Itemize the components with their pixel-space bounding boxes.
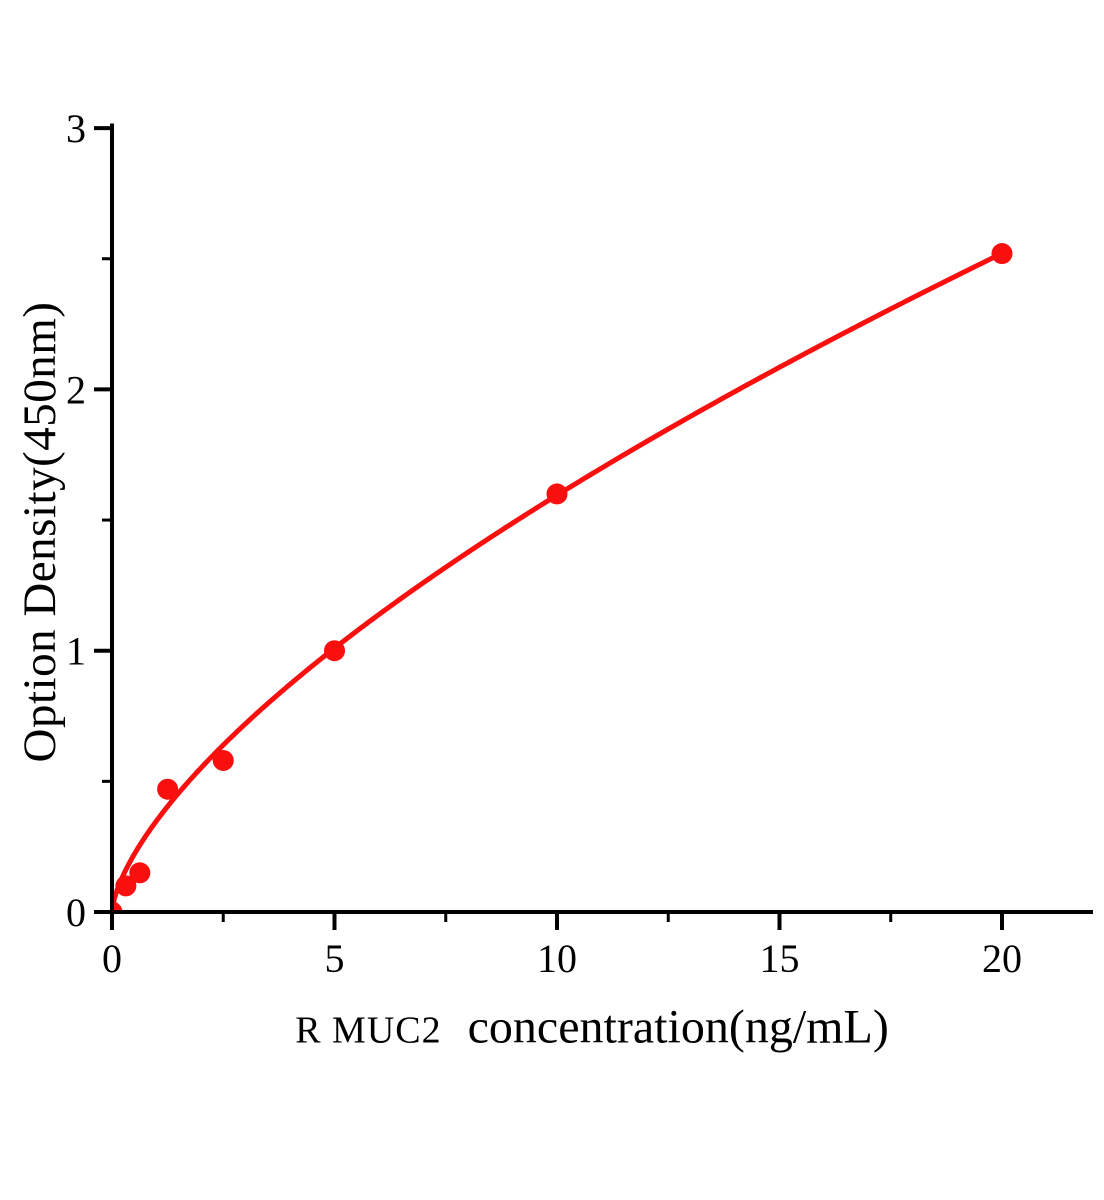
data-point (991, 243, 1013, 265)
y-tick-label: 3 (66, 106, 86, 151)
axes (94, 123, 1093, 930)
data-layer (112, 243, 1013, 912)
y-tick-label: 1 (66, 629, 86, 674)
data-point (157, 778, 179, 800)
data-point (546, 483, 568, 505)
y-tick-label: 2 (66, 367, 86, 412)
data-point (129, 862, 151, 884)
x-tick-label: 20 (982, 936, 1022, 981)
fit-curve (112, 250, 1005, 912)
data-point (212, 749, 234, 771)
y-tick-label: 0 (66, 890, 86, 935)
x-tick-label: 10 (537, 936, 577, 981)
data-point (115, 875, 137, 897)
data-point (112, 901, 123, 912)
x-tick-label: 0 (102, 936, 122, 981)
x-axis-title: R MUC2 concentration(ng/mL) (295, 1000, 889, 1055)
x-tick-label: 15 (760, 936, 800, 981)
tick-labels: 0 5 10 15 20 0 1 2 3 (66, 106, 1022, 981)
x-tick-label: 5 (325, 936, 345, 981)
x-axis-title-main: concentration(ng/mL) (467, 1000, 889, 1054)
data-point (324, 640, 345, 662)
y-axis-title: Option Density(450nm) (14, 301, 66, 763)
x-axis-title-prefix: R MUC2 (295, 1009, 442, 1052)
